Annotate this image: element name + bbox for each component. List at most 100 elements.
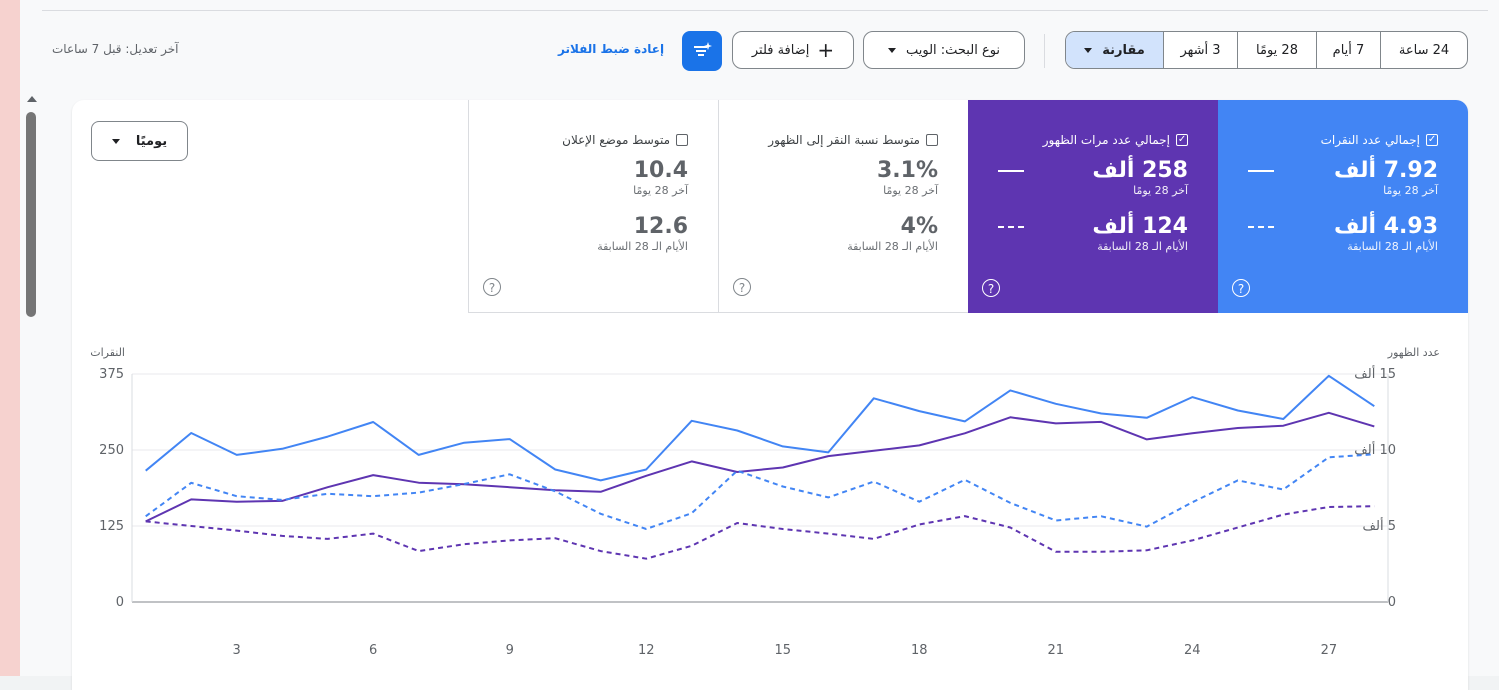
metric-previous-caption: الأيام الـ 28 السابقة xyxy=(1097,240,1188,253)
solid-line-legend-icon xyxy=(1248,170,1274,172)
metric-card-impressions[interactable]: ✓ إجمالي عدد مرات الظهور 258 ألف آخر 28 … xyxy=(968,100,1218,313)
metric-card-ctr[interactable]: متوسط نسبة النقر إلى الظهور 3.1% آخر 28 … xyxy=(718,100,968,313)
scroll-up-arrow-icon[interactable] xyxy=(27,96,37,102)
metric-current: 7.92 ألف آخر 28 يومًا xyxy=(1248,158,1438,206)
metric-previous-value: 124 ألف xyxy=(1092,214,1188,239)
range-compare-button[interactable]: مقارنة xyxy=(1066,32,1164,68)
chevron-down-icon xyxy=(111,138,120,144)
performance-card: يوميًا متوسط موضع الإعلان 10.4 آخر 28 يو… xyxy=(72,100,1468,690)
series-line-clicks-dashed xyxy=(145,453,1375,530)
page-scrollbar[interactable] xyxy=(24,96,38,676)
metric-header: ✓ إجمالي عدد النقرات xyxy=(1248,130,1438,150)
help-icon[interactable]: ? xyxy=(733,278,751,296)
metric-card-clicks[interactable]: ✓ إجمالي عدد النقرات 7.92 ألف آخر 28 يوم… xyxy=(1218,100,1468,313)
metric-previous-caption: الأيام الـ 28 السابقة xyxy=(847,240,938,253)
help-icon[interactable]: ? xyxy=(982,279,1000,297)
last-edit-text: آخر تعديل: قبل 7 ساعات xyxy=(52,42,179,56)
chevron-down-icon xyxy=(887,47,896,53)
performance-page: آخر تعديل: قبل 7 ساعات إعادة ضبط الفلاتر… xyxy=(20,0,1499,690)
plus-icon: + xyxy=(817,38,835,62)
metric-previous: 4% الأيام الـ 28 السابقة xyxy=(749,214,938,262)
x-tick: 24 xyxy=(1184,643,1201,658)
y-tick-right: 5 ألف xyxy=(1363,517,1396,534)
checkbox-icon[interactable] xyxy=(926,134,938,146)
add-filter-button[interactable]: + إضافة فلتر xyxy=(732,31,854,69)
filter-options-button[interactable] xyxy=(682,31,722,71)
metric-label: متوسط موضع الإعلان xyxy=(562,133,670,147)
y-axis-left-label: النقرات xyxy=(90,346,125,359)
series-line-impressions-dashed xyxy=(145,505,1375,560)
x-tick: 9 xyxy=(506,643,514,658)
x-tick: 12 xyxy=(638,643,655,658)
series-line-clicks-solid xyxy=(145,374,1375,482)
metric-label: إجمالي عدد مرات الظهور xyxy=(1042,133,1170,147)
x-tick: 21 xyxy=(1048,643,1065,658)
metric-current-value: 3.1% xyxy=(876,158,938,183)
checkbox-checked-icon[interactable]: ✓ xyxy=(1426,134,1438,146)
y-tick-left: 125 xyxy=(99,519,124,534)
metric-header: متوسط موضع الإعلان xyxy=(499,130,688,150)
dashed-line-legend-icon xyxy=(1248,226,1274,228)
metric-current-caption: آخر 28 يومًا xyxy=(1383,184,1438,197)
x-tick: 27 xyxy=(1321,643,1338,658)
metric-label: إجمالي عدد النقرات xyxy=(1320,133,1420,147)
help-icon[interactable]: ? xyxy=(1232,279,1250,297)
metric-current-caption: آخر 28 يومًا xyxy=(1133,184,1188,197)
window-edge xyxy=(0,0,21,676)
metric-current: 10.4 آخر 28 يومًا xyxy=(499,158,688,206)
metric-card-avg-position[interactable]: متوسط موضع الإعلان 10.4 آخر 28 يومًا 12.… xyxy=(468,100,718,313)
filter-sparkle-icon xyxy=(694,42,712,56)
range-24-hours-button[interactable]: 24 ساعة xyxy=(1398,42,1450,58)
metric-current: 258 ألف آخر 28 يومًا xyxy=(998,158,1188,206)
metric-header: ✓ إجمالي عدد مرات الظهور xyxy=(998,130,1188,150)
toolbar-divider xyxy=(1044,34,1045,68)
y-tick-right: 10 ألف xyxy=(1354,441,1396,458)
range-28-days-button[interactable]: 28 يومًا xyxy=(1238,32,1317,68)
metric-label: متوسط نسبة النقر إلى الظهور xyxy=(768,133,920,147)
top-divider xyxy=(42,10,1488,11)
date-range-selector: مقارنة 3 أشهر 28 يومًا 7 أيام 24 ساعة xyxy=(1065,31,1468,69)
checkbox-checked-icon[interactable]: ✓ xyxy=(1176,134,1188,146)
date-toolbar: آخر تعديل: قبل 7 ساعات إعادة ضبط الفلاتر… xyxy=(20,30,1499,72)
metric-current-value: 7.92 ألف xyxy=(1334,158,1438,183)
dashed-line-legend-icon xyxy=(998,226,1024,228)
range-compare-label: مقارنة xyxy=(1102,42,1145,58)
metric-previous-caption: الأيام الـ 28 السابقة xyxy=(597,240,688,253)
search-type-label: نوع البحث: الويب xyxy=(905,42,1001,58)
metric-previous-caption: الأيام الـ 28 السابقة xyxy=(1347,240,1438,253)
granularity-dropdown[interactable]: يوميًا xyxy=(91,121,188,161)
help-icon[interactable]: ? xyxy=(483,278,501,296)
metric-previous-value: 4.93 ألف xyxy=(1334,214,1438,239)
metric-previous: 4.93 ألف الأيام الـ 28 السابقة xyxy=(1248,214,1438,262)
y-tick-left: 250 xyxy=(99,443,124,458)
chevron-down-icon xyxy=(1084,47,1093,53)
granularity-label: يوميًا xyxy=(135,133,168,149)
metric-previous-value: 4% xyxy=(900,214,938,239)
metric-current: 3.1% آخر 28 يومًا xyxy=(749,158,938,206)
x-tick: 6 xyxy=(369,643,377,658)
range-3-months-button[interactable]: 3 أشهر xyxy=(1164,32,1238,68)
metric-current-value: 258 ألف xyxy=(1092,158,1188,183)
y-tick-left: 0 xyxy=(116,595,124,610)
metric-current-caption: آخر 28 يومًا xyxy=(883,184,938,197)
metric-header: متوسط نسبة النقر إلى الظهور xyxy=(749,130,938,150)
metric-current-value: 10.4 xyxy=(633,158,688,183)
metric-current-caption: آخر 28 يومًا xyxy=(633,184,688,197)
y-tick-right: 0 xyxy=(1388,595,1396,610)
y-tick-left: 375 xyxy=(99,367,124,382)
checkbox-icon[interactable] xyxy=(676,134,688,146)
solid-line-legend-icon xyxy=(998,170,1024,172)
y-tick-right: 15 ألف xyxy=(1354,365,1396,382)
x-tick: 3 xyxy=(233,643,241,658)
metric-previous-value: 12.6 xyxy=(633,214,688,239)
series-line-impressions-solid xyxy=(145,411,1375,523)
search-type-dropdown[interactable]: نوع البحث: الويب xyxy=(863,31,1025,69)
range-7-days-button[interactable]: 7 أيام xyxy=(1317,32,1381,68)
performance-chart[interactable]: النقرات عدد الظهور 0 0 125 5 ألف 250 10 ألف 37… xyxy=(72,330,1468,690)
y-axis-right-label: عدد الظهور xyxy=(1387,346,1440,359)
x-tick: 15 xyxy=(774,643,791,658)
metric-previous: 12.6 الأيام الـ 28 السابقة xyxy=(499,214,688,262)
reset-filters-link[interactable]: إعادة ضبط الفلاتر xyxy=(558,42,665,56)
x-tick: 18 xyxy=(911,643,928,658)
scroll-thumb[interactable] xyxy=(26,112,36,317)
